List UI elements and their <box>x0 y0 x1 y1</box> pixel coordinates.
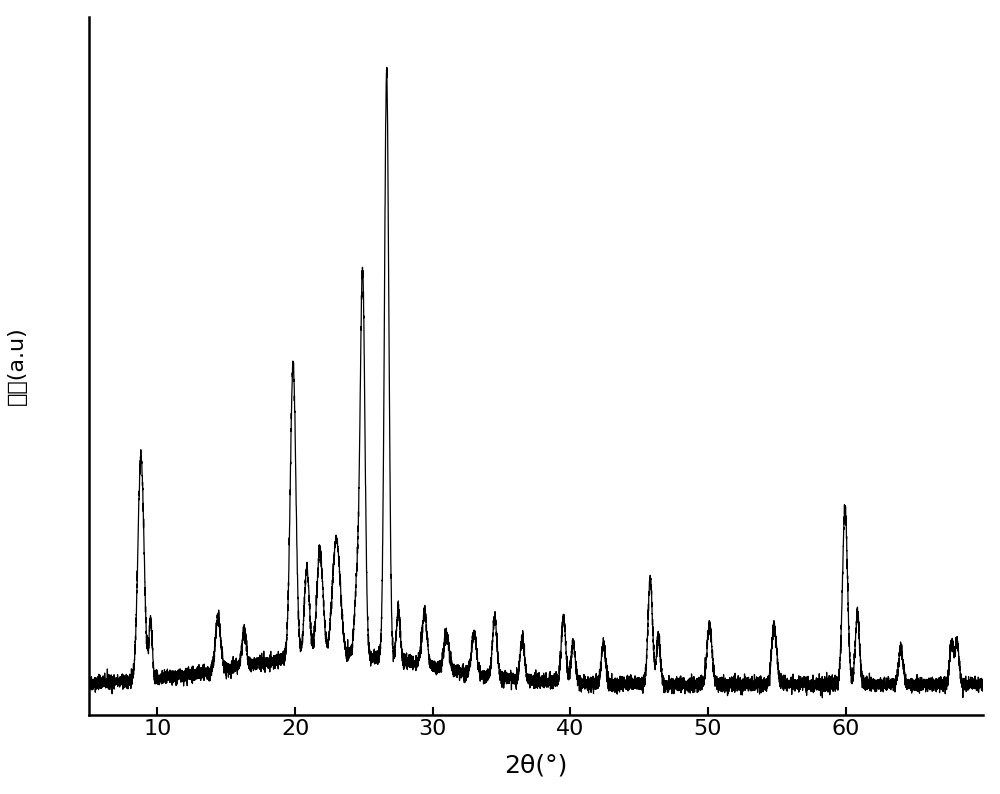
Text: 强度(a.u): 强度(a.u) <box>7 326 27 405</box>
X-axis label: 2θ(°): 2θ(°) <box>504 754 568 777</box>
